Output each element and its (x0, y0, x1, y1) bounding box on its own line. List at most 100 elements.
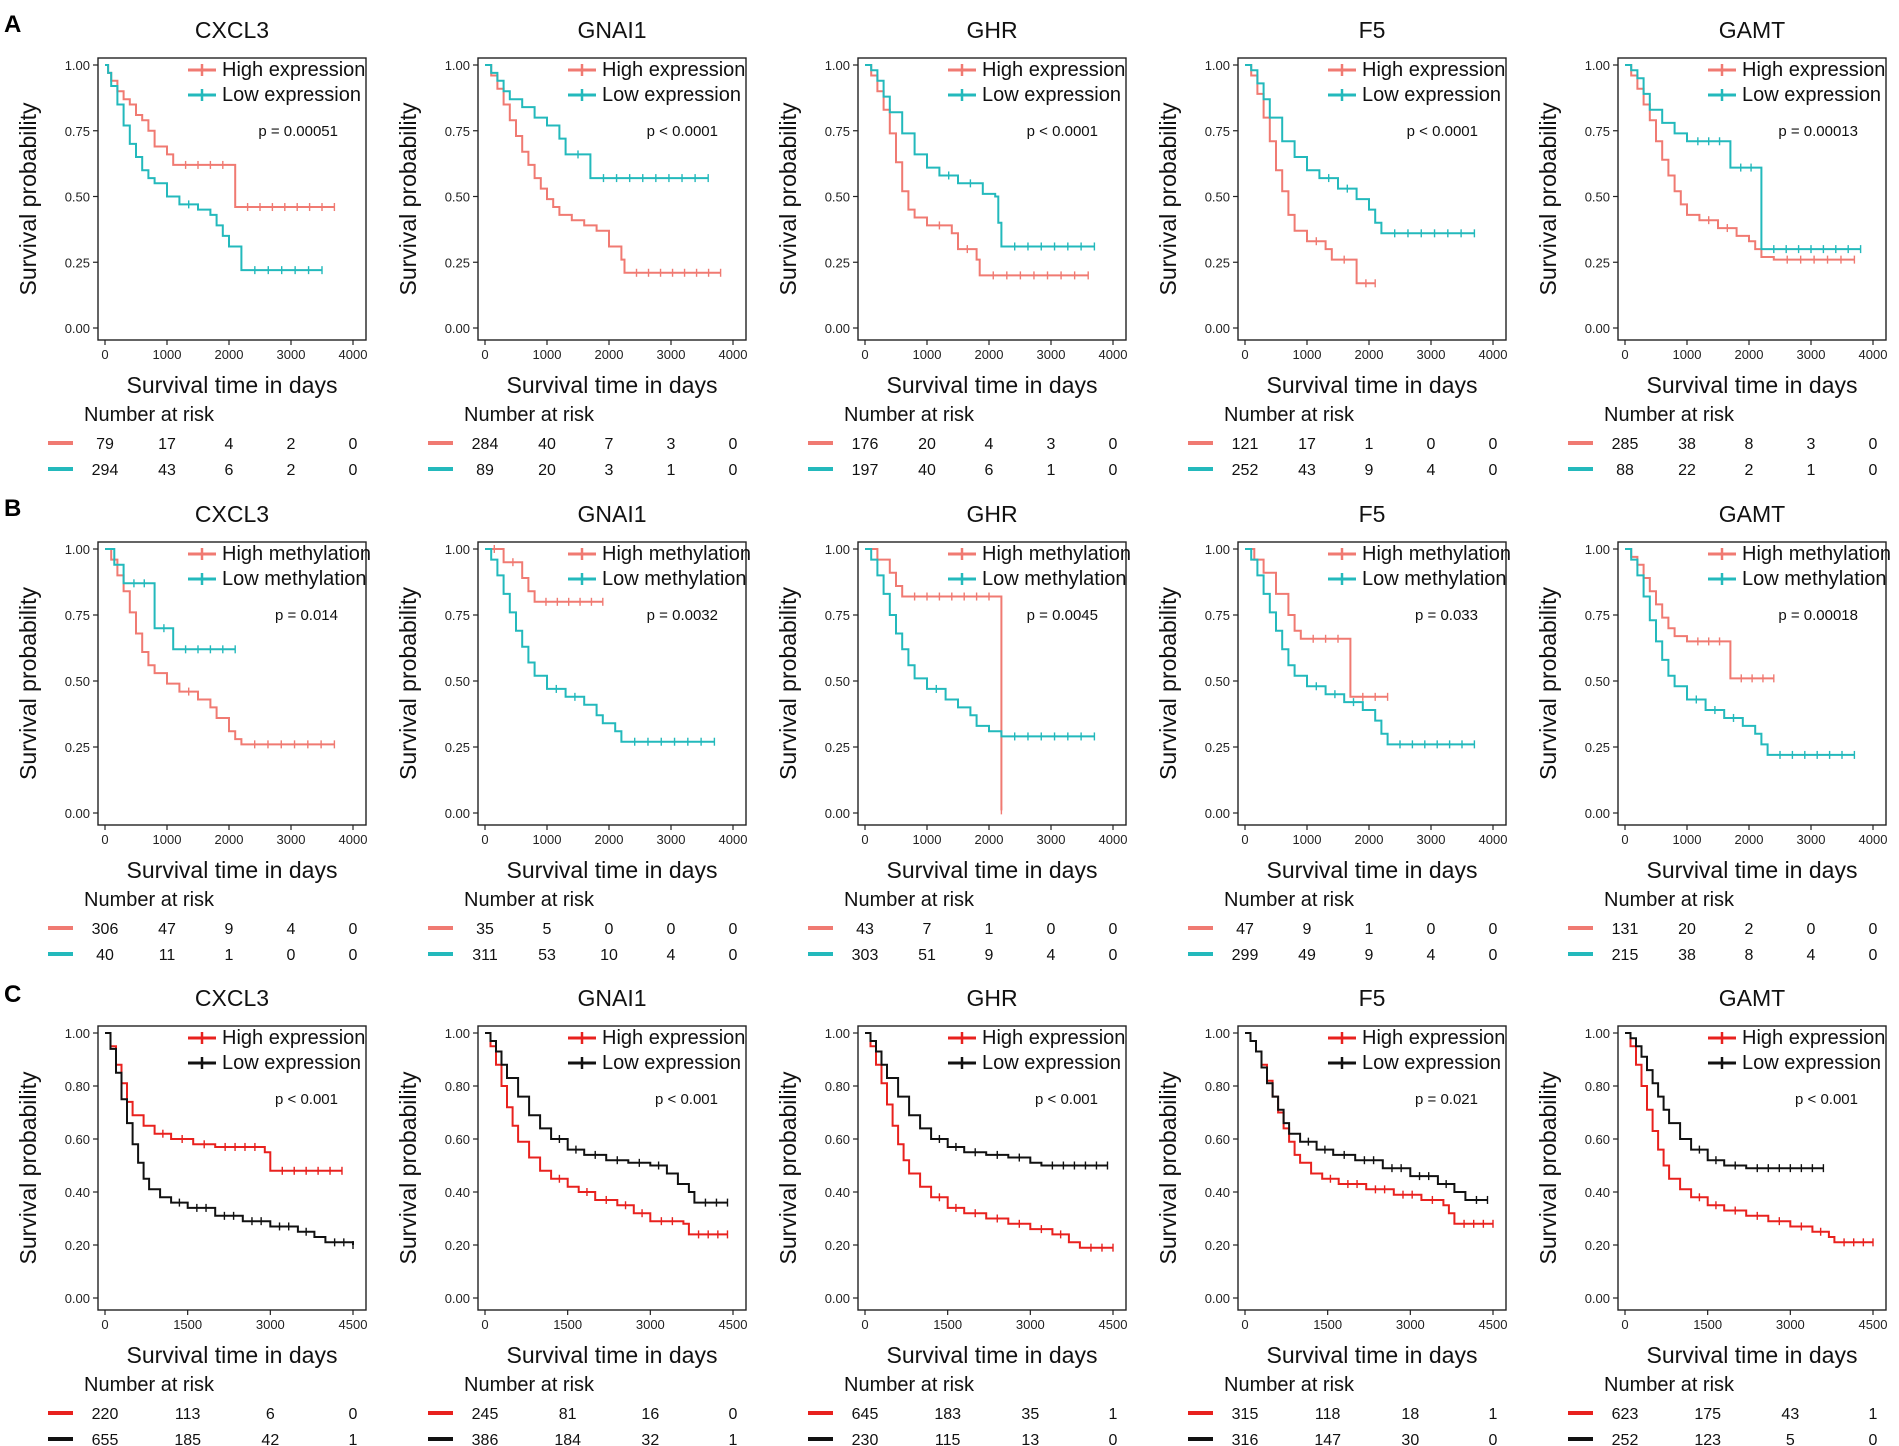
x-tick-label: 0 (101, 1317, 108, 1332)
risk-value: 5 (543, 921, 552, 938)
risk-value: 303 (852, 947, 879, 964)
risk-value: 17 (158, 436, 176, 453)
y-axis-label: Survival probability (15, 1071, 41, 1265)
plot-frame (1617, 541, 1887, 826)
risk-value: 88 (1616, 462, 1634, 479)
x-tick-label: 3000 (657, 832, 686, 847)
panel-title: GAMT (1719, 17, 1785, 43)
y-tick-label: 0.25 (1205, 255, 1230, 270)
risk-table-title: Number at risk (1224, 1374, 1355, 1396)
risk-value: 175 (1694, 1406, 1721, 1423)
y-tick-label: 1.00 (825, 1026, 850, 1041)
legend-label: High expression (1362, 1027, 1505, 1049)
risk-value: 1 (1869, 1406, 1878, 1423)
risk-value: 183 (934, 1406, 961, 1423)
x-tick-label: 4000 (1859, 832, 1888, 847)
risk-value: 2 (287, 462, 296, 479)
risk-value: 115 (935, 1432, 961, 1446)
risk-value: 4 (1427, 462, 1436, 479)
y-axis-label: Survival probability (1535, 102, 1561, 296)
x-tick-label: 0 (1621, 832, 1628, 847)
risk-value: 1 (349, 1432, 358, 1446)
x-tick-label: 0 (861, 347, 868, 362)
y-tick-label: 0.80 (1585, 1079, 1610, 1094)
x-tick-label: 3000 (1776, 1317, 1805, 1332)
y-tick-label: 0.75 (1585, 608, 1610, 623)
legend-label: Low methylation (222, 568, 367, 590)
x-axis-label: Survival time in days (507, 1342, 718, 1368)
x-tick-label: 4500 (1859, 1317, 1888, 1332)
y-tick-label: 0.25 (445, 255, 470, 270)
y-tick-label: 0.25 (445, 740, 470, 755)
p-value: p < 0.001 (275, 1091, 338, 1108)
risk-value: 5 (1786, 1432, 1795, 1446)
risk-value: 8 (1745, 436, 1754, 453)
risk-value: 9 (1365, 947, 1374, 964)
risk-value: 220 (92, 1406, 119, 1423)
p-value: p = 0.00013 (1778, 123, 1858, 140)
risk-value: 10 (600, 947, 618, 964)
x-tick-label: 0 (101, 832, 108, 847)
legend-label: High methylation (982, 543, 1131, 565)
panel-row-label: B (4, 495, 21, 522)
risk-value: 0 (349, 436, 358, 453)
risk-value: 6 (985, 462, 994, 479)
risk-value: 81 (559, 1406, 577, 1423)
plot-frame (97, 1025, 367, 1311)
panel-title: F5 (1359, 17, 1386, 43)
survival-curve-high (1625, 64, 1855, 261)
y-axis-label: Survival probability (1535, 586, 1561, 780)
survival-curve-low (1625, 548, 1855, 756)
survival-curve-high (485, 548, 603, 603)
risk-value: 3 (667, 436, 676, 453)
y-tick-label: 0.50 (445, 190, 470, 205)
legend-label: Low expression (222, 84, 361, 106)
x-tick-label: 4000 (1099, 347, 1128, 362)
x-tick-label: 4000 (1859, 347, 1888, 362)
x-tick-label: 2000 (1735, 347, 1764, 362)
x-tick-label: 1000 (1293, 347, 1322, 362)
plot-frame (477, 57, 747, 341)
y-axis-label: Survival probability (1535, 1071, 1561, 1265)
y-tick-label: 0.50 (825, 190, 850, 205)
panel-title: CXCL3 (195, 985, 269, 1011)
y-tick-label: 0.25 (825, 740, 850, 755)
x-tick-label: 3000 (256, 1317, 285, 1332)
x-tick-label: 3000 (277, 832, 306, 847)
risk-value: 2 (1745, 462, 1754, 479)
x-axis-label: Survival time in days (1267, 1342, 1478, 1368)
risk-table-title: Number at risk (84, 1374, 215, 1396)
y-tick-label: 0.75 (445, 124, 470, 139)
risk-value: 0 (1489, 921, 1498, 938)
risk-value: 315 (1232, 1406, 1259, 1423)
x-tick-label: 4000 (1099, 832, 1128, 847)
risk-value: 0 (729, 921, 738, 938)
risk-value: 0 (349, 921, 358, 938)
panel-row-label: C (4, 981, 21, 1008)
risk-value: 0 (1427, 921, 1436, 938)
p-value: p < 0.0001 (1407, 123, 1478, 140)
legend-label: High expression (602, 1027, 745, 1049)
y-tick-label: 1.00 (445, 58, 470, 73)
legend-label: High methylation (222, 543, 371, 565)
risk-value: 16 (641, 1406, 659, 1423)
y-tick-label: 0.50 (65, 674, 90, 689)
risk-value: 30 (1401, 1432, 1419, 1446)
x-tick-label: 2000 (1355, 832, 1384, 847)
y-tick-label: 0.20 (65, 1238, 90, 1253)
risk-table-title: Number at risk (1604, 889, 1735, 911)
y-tick-label: 0.75 (825, 608, 850, 623)
risk-value: 2 (1745, 921, 1754, 938)
survival-curve-high (1245, 64, 1376, 285)
plot-frame (857, 541, 1127, 826)
risk-value: 7 (923, 921, 932, 938)
legend-label: Low methylation (1742, 568, 1887, 590)
x-tick-label: 1000 (153, 347, 182, 362)
legend-label: Low expression (1742, 1052, 1881, 1074)
risk-value: 252 (1232, 462, 1259, 479)
x-tick-label: 1500 (933, 1317, 962, 1332)
risk-value: 1 (1047, 462, 1056, 479)
risk-value: 53 (538, 947, 556, 964)
y-tick-label: 1.00 (1205, 58, 1230, 73)
risk-value: 51 (918, 947, 936, 964)
